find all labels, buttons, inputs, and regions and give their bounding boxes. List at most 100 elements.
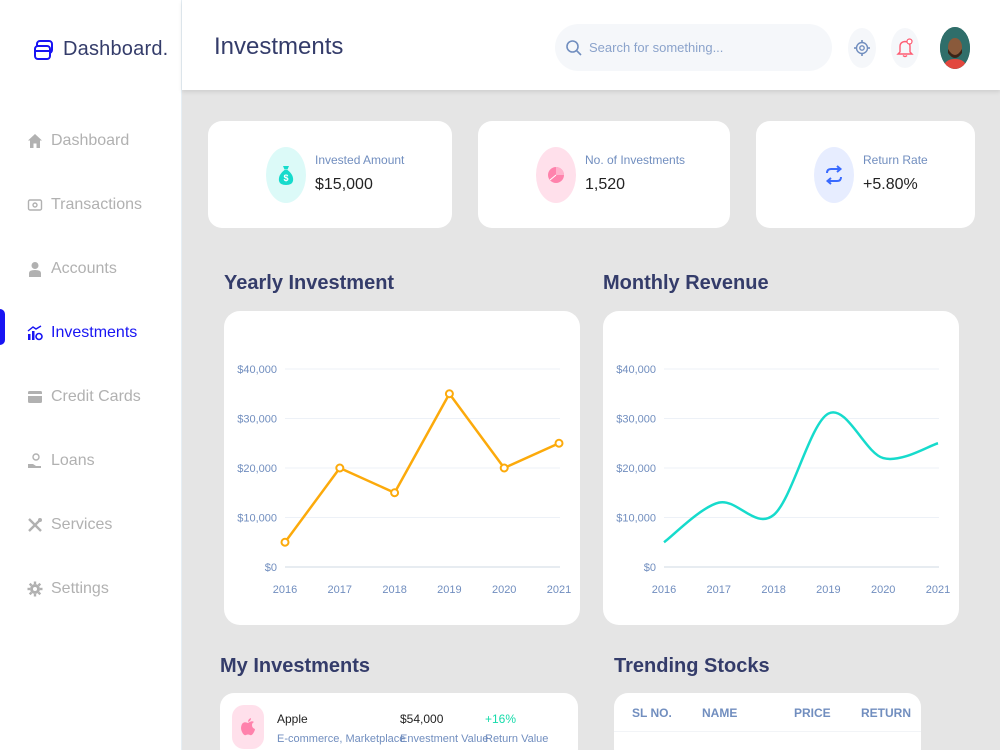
transfer-icon — [27, 199, 43, 211]
stat-card-invested: $ Invested Amount $15,000 — [208, 121, 452, 228]
stat-card-count: No. of Investments 1,520 — [478, 121, 730, 228]
sidebar-item-label: Loans — [51, 452, 95, 469]
data-point — [390, 488, 400, 498]
x-tick-label: 2016 — [273, 584, 297, 596]
y-tick-label: $20,000 — [237, 463, 277, 475]
notifications-button[interactable] — [891, 28, 919, 68]
x-tick-label: 2017 — [707, 584, 731, 596]
sidebar-item-label: Dashboard — [51, 132, 130, 149]
y-tick-label: $0 — [644, 562, 656, 574]
investment-value-label: Envestment Value — [400, 733, 489, 745]
x-tick-label: 2020 — [871, 584, 895, 596]
y-tick-label: $30,000 — [237, 414, 277, 426]
section-title-yearly: Yearly Investment — [224, 272, 395, 294]
y-tick-label: $20,000 — [616, 463, 656, 475]
apple-icon — [232, 705, 264, 749]
trending-stocks-table: SL NO. NAME PRICE RETURN — [614, 693, 921, 750]
stat-value: $15,000 — [315, 176, 373, 193]
y-tick-label: $40,000 — [616, 364, 656, 376]
table-header-price: PRICE — [794, 706, 831, 720]
investment-category: E-commerce, Marketplace — [277, 733, 406, 745]
money-bag-icon: $ — [266, 147, 306, 203]
y-tick-label: $30,000 — [616, 414, 656, 426]
data-point — [335, 463, 345, 473]
sidebar-item-loans[interactable]: Loans — [27, 449, 95, 473]
x-tick-label: 2017 — [328, 584, 352, 596]
x-tick-label: 2019 — [437, 584, 461, 596]
yearly-investment-chart: $0 $10,000 $20,000 $30,000 $40,000 2016 2017 20… — [224, 311, 580, 625]
x-tick-label: 2020 — [492, 584, 516, 596]
investment-return-label: Return Value — [485, 733, 549, 745]
sidebar-item-services[interactable]: Services — [27, 513, 112, 537]
home-icon — [28, 134, 42, 148]
repeat-icon — [814, 147, 854, 203]
credit-card-icon — [28, 391, 42, 403]
stat-card-return: Return Rate +5.80% — [756, 121, 975, 228]
top-bar: Investments — [182, 0, 1000, 90]
data-point — [554, 438, 564, 448]
bell-icon — [896, 38, 914, 58]
investment-return: +16% — [485, 712, 517, 726]
y-tick-label: $40,000 — [237, 364, 277, 376]
sidebar-item-label: Investments — [51, 324, 138, 341]
stat-label: No. of Investments — [585, 153, 686, 167]
gear-icon — [854, 40, 870, 56]
investment-name: Apple — [277, 712, 308, 726]
investment-row-apple[interactable]: Apple E-commerce, Marketplace $54,000 En… — [220, 693, 578, 750]
brand-logo[interactable]: Dashboard. — [33, 38, 168, 61]
user-icon — [29, 262, 41, 277]
x-tick-label: 2018 — [382, 584, 406, 596]
loan-icon — [28, 453, 41, 468]
settings-button[interactable] — [848, 28, 876, 68]
monthly-revenue-chart: $0 $10,000 $20,000 $30,000 $40,000 2016 2017 20… — [603, 311, 959, 625]
sidebar-item-dashboard[interactable]: Dashboard — [27, 129, 129, 153]
stat-label: Return Rate — [863, 153, 928, 167]
sidebar-item-label: Services — [51, 516, 113, 533]
gear-icon — [27, 581, 43, 597]
sidebar-item-settings[interactable]: Settings — [27, 577, 109, 601]
x-tick-label: 2019 — [816, 584, 840, 596]
svg-text:$: $ — [283, 173, 288, 183]
table-header-name: NAME — [702, 706, 738, 720]
sidebar-item-transactions[interactable]: Transactions — [27, 193, 142, 217]
series-line — [663, 411, 939, 544]
data-point — [444, 389, 454, 399]
y-tick-label: $10,000 — [616, 513, 656, 525]
stat-label: Invested Amount — [315, 153, 405, 167]
user-avatar-icon — [940, 27, 970, 69]
avatar[interactable] — [940, 27, 970, 69]
brand-name: Dashboard. — [63, 38, 169, 60]
series-line — [283, 392, 560, 543]
card-logo-icon — [34, 39, 53, 60]
section-title-trending: Trending Stocks — [614, 655, 770, 677]
x-tick-label: 2021 — [547, 584, 571, 596]
table-divider — [614, 731, 921, 732]
search-input[interactable] — [589, 40, 819, 55]
sidebar-item-label: Settings — [51, 580, 109, 597]
pie-icon — [536, 147, 576, 203]
yearly-chart-svg: $0 $10,000 $20,000 $30,000 $40,000 2016 2017 20… — [237, 364, 571, 596]
investment-icon — [27, 325, 43, 341]
page-title: Investments — [214, 33, 344, 60]
sidebar-item-label: Credit Cards — [51, 388, 141, 405]
search-icon — [566, 39, 582, 56]
table-header-return: RETURN — [861, 706, 911, 720]
sidebar: Dashboard. Dashboard Transactions Accoun… — [0, 0, 182, 750]
sidebar-item-label: Transactions — [51, 196, 142, 213]
section-title-monthly: Monthly Revenue — [603, 272, 769, 294]
section-title-my-investments: My Investments — [220, 655, 371, 677]
sidebar-item-investments[interactable]: Investments — [27, 321, 137, 345]
stat-value: +5.80% — [863, 176, 918, 193]
search-bar[interactable] — [555, 24, 832, 71]
sidebar-item-credit-cards[interactable]: Credit Cards — [27, 385, 141, 409]
x-tick-label: 2016 — [652, 584, 676, 596]
sidebar-item-label: Accounts — [51, 260, 117, 277]
y-tick-label: $0 — [265, 562, 277, 574]
sidebar-item-accounts[interactable]: Accounts — [27, 257, 117, 281]
investment-value: $54,000 — [400, 712, 444, 726]
data-point — [499, 463, 509, 473]
stat-value: 1,520 — [585, 176, 626, 193]
y-tick-label: $10,000 — [237, 513, 277, 525]
table-header-sl: SL NO. — [632, 706, 672, 720]
x-tick-label: 2018 — [761, 584, 785, 596]
